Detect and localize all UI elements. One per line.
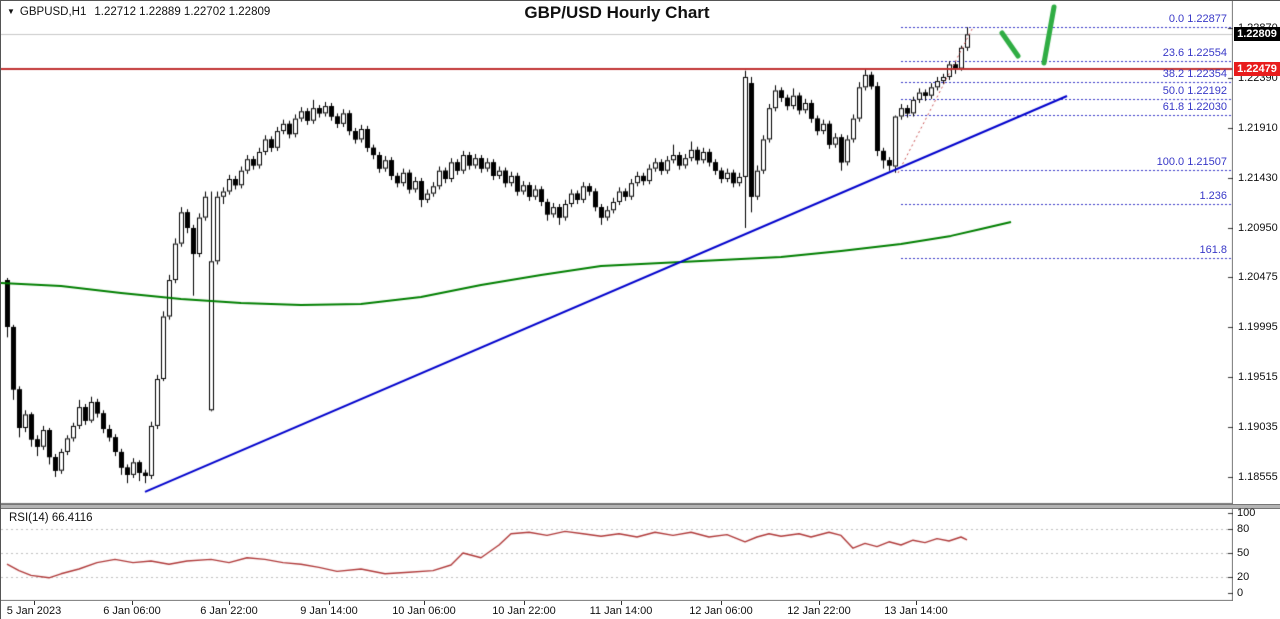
time-axis-tick [819,601,820,605]
price-axis[interactable]: 1.228701.223901.219101.214301.209501.204… [1233,1,1280,504]
price-chart-canvas[interactable] [1,1,1233,504]
symbol-timeframe-label: GBPUSD,H1 [19,6,87,18]
fib-level-label: 161.8 [1199,244,1227,257]
price-axis-label: 1.19035 [1238,421,1278,434]
time-axis-label: 11 Jan 14:00 [589,605,653,617]
chart-title: GBP/USD Hourly Chart [524,3,710,22]
time-axis-label: 9 Jan 14:00 [300,605,358,617]
price-panel: ▼ GBPUSD,H1 1.22712 1.22889 1.22702 1.2280… [1,1,1280,504]
time-axis-tick [132,601,133,605]
time-axis-label: 10 Jan 22:00 [492,605,556,617]
rsi-chart-canvas[interactable] [1,509,1233,601]
time-axis-tick [424,601,425,605]
fib-level-label: 100.0 1.21507 [1156,155,1227,168]
time-axis-tick [329,601,330,605]
time-axis-label: 12 Jan 06:00 [689,605,753,617]
price-axis-label: 1.20475 [1238,271,1278,284]
time-axis-label: 6 Jan 22:00 [200,605,258,617]
fib-level-label: 1.236 [1199,189,1227,202]
rsi-axis-label: 80 [1237,523,1250,535]
rsi-axis[interactable]: 100 80 50 20 0 [1233,507,1280,601]
symbol-dropdown-icon[interactable]: ▼ [7,7,15,16]
price-axis-label: 1.21910 [1238,121,1278,134]
hline-price-badge: 1.22479 [1234,61,1280,76]
rsi-indicator-label: RSI(14) 66.4116 [9,512,93,524]
ohlc-readout: 1.22712 1.22889 1.22702 1.22809 [94,6,271,18]
fib-level-label: 50.0 1.22192 [1162,84,1227,97]
rsi-axis-label: 0 [1237,587,1244,599]
price-axis-label: 1.21430 [1238,171,1278,184]
symbol-info[interactable]: ▼ GBPUSD,H1 1.22712 1.22889 1.22702 1.2280… [7,6,270,18]
price-axis-label: 1.20950 [1238,221,1278,234]
price-axis-label: 1.18555 [1238,471,1278,484]
rsi-axis-label: 50 [1237,547,1250,559]
price-axis-label: 1.19995 [1238,321,1278,334]
time-axis[interactable]: 5 Jan 2023 6 Jan 06:00 6 Jan 22:00 9 Jan 14… [1,601,1280,619]
time-axis-label: 6 Jan 06:00 [103,605,161,617]
time-axis-label: 10 Jan 06:00 [392,605,456,617]
time-axis-label: 13 Jan 14:00 [884,605,948,617]
rsi-axis-label: 20 [1237,571,1250,583]
time-axis-tick [621,601,622,605]
bid-price-badge: 1.22809 [1234,27,1280,42]
fib-level-label: 0.0 1.22877 [1168,13,1227,26]
fib-level-label: 61.8 1.22030 [1162,101,1227,114]
time-axis-tick [916,601,917,605]
time-axis-tick [721,601,722,605]
time-axis-tick [229,601,230,605]
panel-separator[interactable] [1,504,1280,509]
rsi-axis-label: 100 [1237,507,1256,519]
fib-level-label: 23.6 1.22554 [1162,46,1227,59]
time-axis-label: 5 Jan 2023 [6,605,62,617]
rsi-panel: RSI(14) 66.4116 100 80 50 20 0 [1,507,1280,601]
time-axis-tick [34,601,35,605]
time-axis-tick [524,601,525,605]
price-axis-label: 1.19515 [1238,371,1278,384]
fib-level-label: 38.2 1.22354 [1162,67,1227,80]
time-axis-label: 12 Jan 22:00 [787,605,851,617]
